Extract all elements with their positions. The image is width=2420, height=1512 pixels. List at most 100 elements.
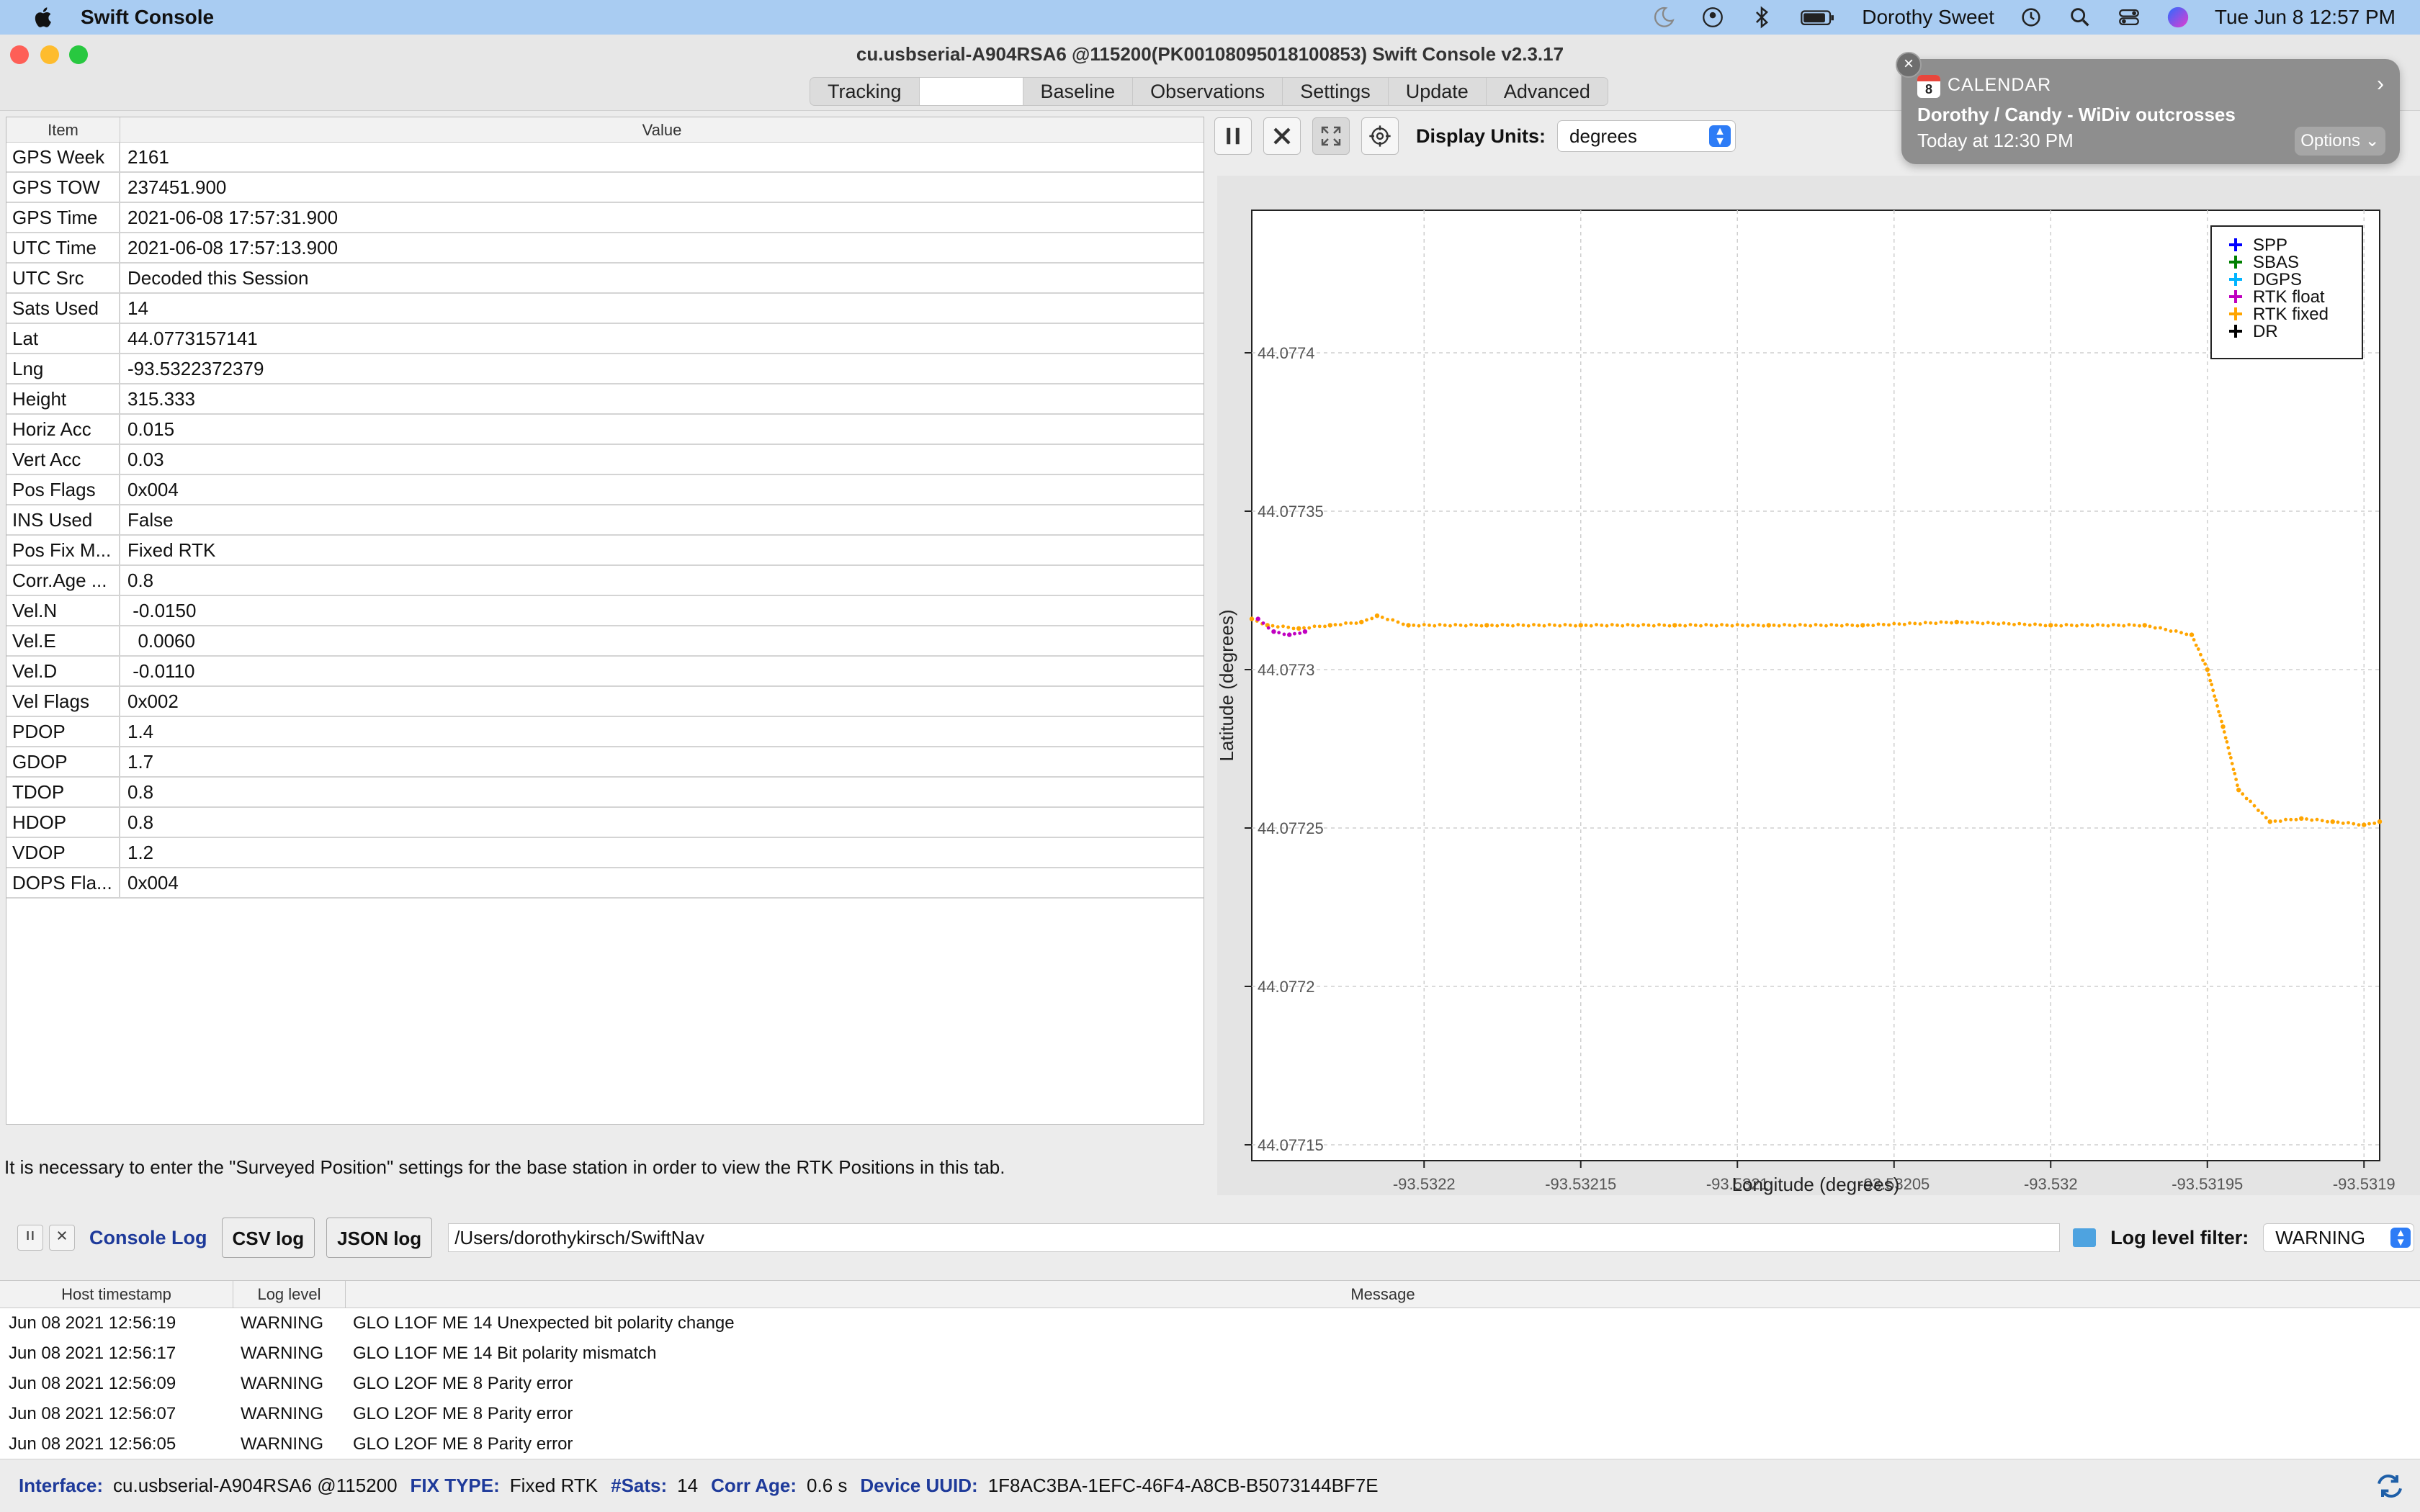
table-row[interactable]: Corr.Age ... 0.8 bbox=[6, 566, 1204, 596]
track-dot bbox=[1913, 621, 1917, 626]
log-row[interactable]: Jun 08 2021 12:56:05 WARNING GLO L2OF ME 8… bbox=[0, 1429, 2420, 1459]
table-row[interactable]: VDOP 1.2 bbox=[6, 838, 1204, 868]
center-on-solution-button[interactable] bbox=[1361, 117, 1399, 155]
user-switch-icon[interactable] bbox=[1700, 5, 1725, 30]
column-header-value[interactable]: Value bbox=[642, 121, 682, 139]
position-scatter-chart[interactable]: -93.5322 -93.53215 -93.5321 -93.53205 -93.53… bbox=[1217, 176, 2420, 1195]
value-cell: 0.03 bbox=[127, 449, 164, 470]
data-point bbox=[2048, 623, 2053, 628]
json-log-button[interactable]: JSON log bbox=[326, 1218, 433, 1258]
table-row[interactable]: UTC Src Decoded this Session bbox=[6, 264, 1204, 294]
data-point bbox=[1672, 623, 1677, 628]
column-header-item[interactable]: Item bbox=[6, 117, 120, 142]
item-cell: Vel.D bbox=[6, 657, 120, 685]
clear-button[interactable] bbox=[1263, 117, 1301, 155]
track-dot bbox=[1845, 623, 1849, 626]
table-row[interactable]: PDOP 1.4 bbox=[6, 717, 1204, 747]
track-dot bbox=[1474, 624, 1479, 627]
table-row[interactable]: TDOP 0.8 bbox=[6, 778, 1204, 808]
track-dot bbox=[2236, 783, 2239, 788]
app-menu-name[interactable]: Swift Console bbox=[81, 6, 215, 28]
window-minimize-button[interactable] bbox=[40, 45, 59, 64]
track-dot bbox=[1908, 621, 1912, 625]
table-row[interactable]: GPS Time 2021-06-08 17:57:31.900 bbox=[6, 203, 1204, 233]
table-row[interactable]: Sats Used 14 bbox=[6, 294, 1204, 324]
track-dot bbox=[1720, 623, 1724, 626]
table-row[interactable]: DOPS Fla... 0x004 bbox=[6, 868, 1204, 899]
log-pause-button[interactable] bbox=[17, 1225, 43, 1251]
bluetooth-icon[interactable] bbox=[1749, 5, 1774, 30]
display-units-select[interactable]: degrees ▲ ▼ bbox=[1557, 120, 1736, 152]
position-plot[interactable]: -93.5322 -93.53215 -93.5321 -93.53205 -93.53… bbox=[1217, 176, 2420, 1195]
track-dot bbox=[1746, 624, 1750, 628]
column-header-timestamp[interactable]: Host timestamp bbox=[0, 1281, 233, 1308]
zoom-fit-button[interactable] bbox=[1312, 117, 1350, 155]
log-directory-input[interactable]: /Users/dorothykirsch/SwiftNav bbox=[448, 1223, 2061, 1252]
refresh-icon[interactable] bbox=[2375, 1474, 2404, 1498]
menubar-user-name[interactable]: Dorothy Sweet bbox=[1862, 6, 1994, 28]
log-clear-button[interactable] bbox=[49, 1225, 75, 1251]
tab-settings[interactable]: Settings bbox=[1283, 78, 1389, 105]
notification-options-button[interactable]: Options ⌄ bbox=[2295, 127, 2385, 156]
window-close-button[interactable] bbox=[10, 45, 29, 64]
log-row[interactable]: Jun 08 2021 12:56:09 WARNING GLO L2OF ME 8… bbox=[0, 1369, 2420, 1399]
log-row[interactable]: Jun 08 2021 12:56:17 WARNING GLO L1OF ME 1… bbox=[0, 1338, 2420, 1369]
time-machine-icon[interactable] bbox=[2019, 5, 2043, 30]
log-row[interactable]: Jun 08 2021 12:56:19 WARNING GLO L1OF ME 1… bbox=[0, 1308, 2420, 1338]
table-row[interactable]: Lat 44.0773157141 bbox=[6, 324, 1204, 354]
track-dot bbox=[2260, 811, 2264, 815]
siri-icon[interactable] bbox=[2166, 5, 2190, 30]
tab-tracking[interactable]: Tracking bbox=[810, 78, 920, 105]
column-header-level[interactable]: Log level bbox=[233, 1281, 346, 1308]
apple-menu-icon[interactable] bbox=[32, 5, 56, 30]
table-row[interactable]: UTC Time 2021-06-08 17:57:13.900 bbox=[6, 233, 1204, 264]
column-header-message[interactable]: Message bbox=[1350, 1285, 1415, 1303]
expand-icon bbox=[1321, 126, 1341, 146]
table-row[interactable]: Vel.N -0.0150 bbox=[6, 596, 1204, 626]
tab-update[interactable]: Update bbox=[1389, 78, 1487, 105]
item-cell: TDOP bbox=[6, 778, 120, 806]
window-zoom-button[interactable] bbox=[69, 45, 88, 64]
solution-table[interactable]: Item Value GPS Week 2161 GPS TOW 237451.900… bbox=[6, 117, 1204, 1125]
csv-log-button[interactable]: CSV log bbox=[221, 1218, 315, 1258]
tab-advanced[interactable]: Advanced bbox=[1503, 81, 1590, 102]
table-row[interactable]: Vel Flags 0x002 bbox=[6, 687, 1204, 717]
spotlight-search-icon[interactable] bbox=[2068, 5, 2092, 30]
table-row[interactable]: GPS Week 2161 bbox=[6, 143, 1204, 173]
table-row[interactable]: GPS TOW 237451.900 bbox=[6, 173, 1204, 203]
notification-close-button[interactable]: × bbox=[1896, 52, 1922, 78]
table-row[interactable]: Vel.E 0.0060 bbox=[6, 626, 1204, 657]
table-row[interactable]: Pos Flags 0x004 bbox=[6, 475, 1204, 505]
plot-toolbar: Display Units: degrees ▲ ▼ bbox=[1214, 114, 1736, 158]
control-center-icon[interactable] bbox=[2117, 5, 2141, 30]
menubar-clock[interactable]: Tue Jun 8 12:57 PM bbox=[2214, 6, 2396, 28]
calendar-icon: 8 bbox=[1917, 75, 1940, 98]
table-row[interactable]: Height 315.333 bbox=[6, 384, 1204, 415]
folder-icon[interactable] bbox=[2073, 1228, 2097, 1247]
pause-button[interactable] bbox=[1214, 117, 1252, 155]
table-row[interactable]: INS Used False bbox=[6, 505, 1204, 536]
log-table[interactable]: Host timestamp Log level Message Jun 08 … bbox=[0, 1280, 2420, 1459]
legend-label: RTK float bbox=[2253, 287, 2325, 307]
tab-baseline[interactable]: Baseline bbox=[1023, 78, 1134, 105]
table-row[interactable]: Lng -93.5322372379 bbox=[6, 354, 1204, 384]
battery-icon[interactable] bbox=[1798, 5, 1837, 30]
table-row[interactable]: HDOP 0.8 bbox=[6, 808, 1204, 838]
table-row[interactable]: Vel.D -0.0110 bbox=[6, 657, 1204, 687]
log-row[interactable]: Jun 08 2021 12:56:07 WARNING GLO L2OF ME 8… bbox=[0, 1399, 2420, 1429]
table-row[interactable]: Vert Acc 0.03 bbox=[6, 445, 1204, 475]
tab-selected-blank[interactable] bbox=[919, 78, 1023, 105]
calendar-notification[interactable]: × 8 CALENDAR › Dorothy / Candy - WiDiv o… bbox=[1896, 52, 2400, 164]
table-row[interactable]: Pos Fix M... Fixed RTK bbox=[6, 536, 1204, 566]
log-level-select[interactable]: WARNING ▲ ▼ bbox=[2263, 1223, 2415, 1252]
track-dot bbox=[2106, 624, 2110, 628]
track-dot bbox=[1516, 623, 1520, 626]
track-dot bbox=[1730, 624, 1734, 628]
track-dot bbox=[1814, 623, 1818, 626]
table-row[interactable]: Horiz Acc 0.015 bbox=[6, 415, 1204, 445]
tab-observations[interactable]: Observations bbox=[1133, 78, 1283, 105]
chevron-right-icon[interactable]: › bbox=[2377, 72, 2384, 96]
table-row[interactable]: GDOP 1.7 bbox=[6, 747, 1204, 778]
moon-icon[interactable] bbox=[1652, 5, 1676, 30]
track-dot bbox=[1996, 622, 2001, 626]
